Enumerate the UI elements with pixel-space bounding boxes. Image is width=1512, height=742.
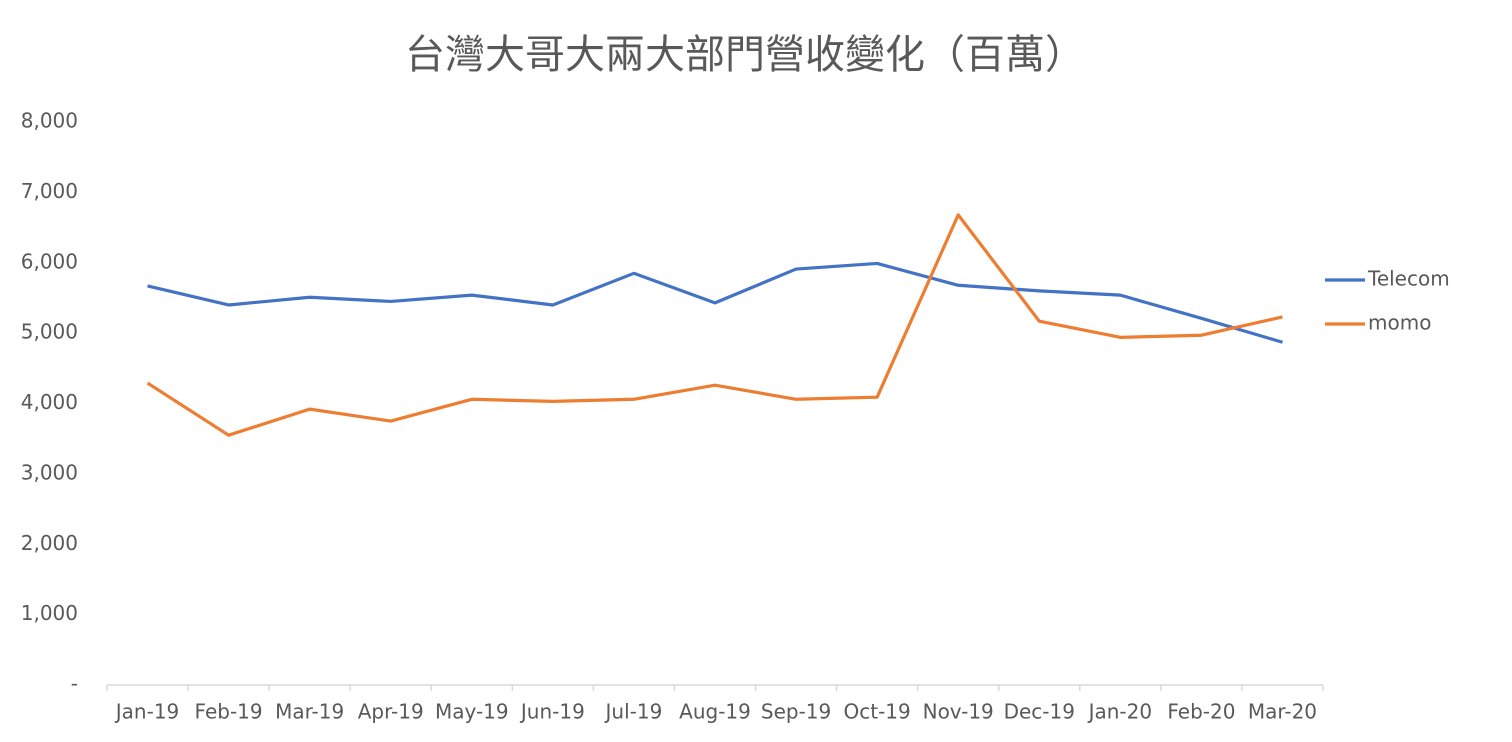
x-tick-label: Aug-19: [679, 700, 751, 724]
x-tick-label: Mar-19: [275, 700, 344, 724]
y-tick-label: 2,000: [21, 531, 78, 555]
x-tick-label: Jan-20: [1087, 700, 1153, 724]
x-tick-label: Feb-19: [195, 700, 263, 724]
y-tick-label: -: [71, 672, 78, 696]
x-tick-label: Dec-19: [1004, 700, 1075, 724]
series-line: [146, 213, 1283, 437]
x-tick-label: Sep-19: [761, 700, 831, 724]
x-tick-label: Apr-19: [358, 700, 424, 724]
y-tick-label: 1,000: [21, 601, 78, 625]
x-tick-label: Jan-19: [114, 700, 180, 724]
x-tick-label: Jun-19: [519, 700, 585, 724]
x-tick-label: Feb-20: [1167, 700, 1235, 724]
y-tick-label: 7,000: [21, 179, 78, 203]
legend-label: momo: [1368, 311, 1431, 335]
x-tick-label: Jul-19: [604, 700, 663, 724]
x-tick-label: May-19: [435, 700, 509, 724]
x-tick-label: Mar-20: [1248, 700, 1317, 724]
chart-title: 台灣大哥大兩大部門營收變化（百萬）: [405, 32, 1085, 78]
y-tick-label: 8,000: [21, 109, 78, 133]
y-tick-label: 6,000: [21, 249, 78, 273]
x-tick-label: Nov-19: [923, 700, 994, 724]
x-tick-label: Oct-19: [844, 700, 911, 724]
y-tick-label: 3,000: [21, 460, 78, 484]
legend-label: Telecom: [1367, 267, 1450, 291]
y-tick-label: 4,000: [21, 390, 78, 414]
series-line: [147, 261, 1283, 344]
y-tick-label: 5,000: [21, 320, 78, 344]
